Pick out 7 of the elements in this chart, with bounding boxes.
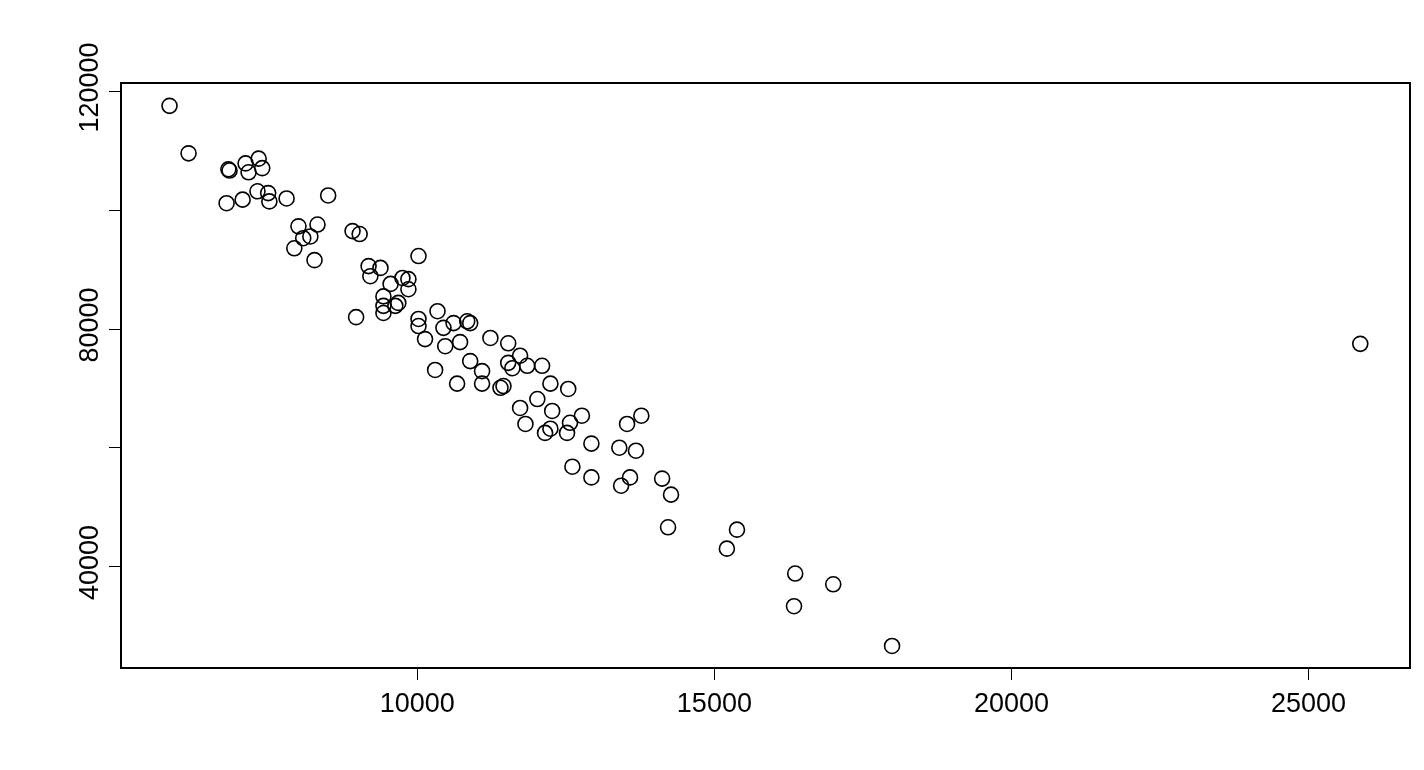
y-tick-label: 120000 (74, 42, 105, 133)
y-tick-label: 40000 (74, 524, 105, 600)
x-tick-label: 10000 (379, 688, 455, 719)
x-tick-label: 25000 (1271, 688, 1347, 719)
x-tick-label: 20000 (973, 688, 1050, 719)
y-tick-label: 80000 (74, 287, 105, 363)
x-tick-label: 15000 (676, 688, 752, 719)
